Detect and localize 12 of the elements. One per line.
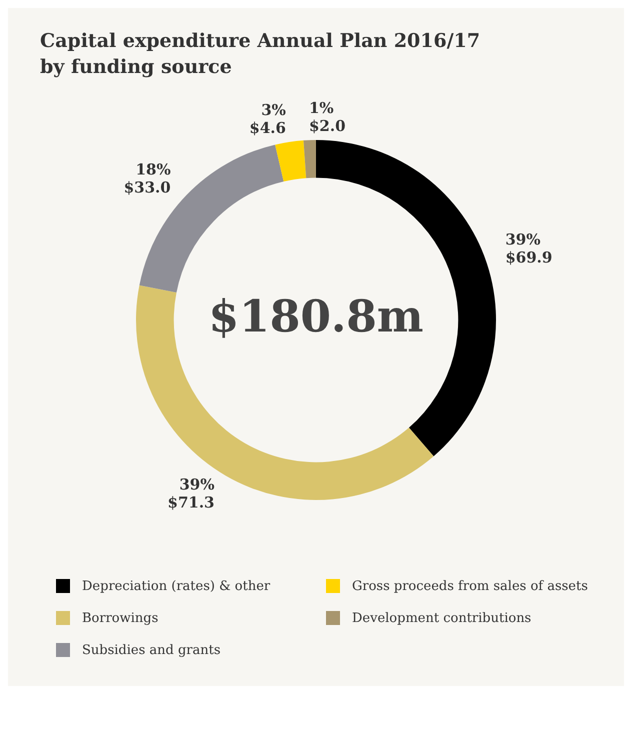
- data-label: 18% $33.0: [124, 160, 171, 197]
- legend-label: Depreciation (rates) & other: [82, 578, 270, 594]
- legend-label: Subsidies and grants: [82, 642, 221, 658]
- data-label: 39% $71.3: [168, 476, 214, 512]
- legend-label: Borrowings: [82, 610, 158, 626]
- data-label: 1% $2.0: [308, 99, 346, 136]
- data-label: 39% $69.9: [505, 230, 552, 266]
- data-label: 3% $4.6: [249, 101, 286, 138]
- chart-title: Capital expenditure Annual Plan 2016/17 by funding source: [39, 29, 482, 80]
- legend-label: Gross proceeds from sales of assets: [352, 578, 588, 594]
- text: $180.8m: [208, 291, 424, 342]
- legend-label: Development contributions: [352, 610, 532, 626]
